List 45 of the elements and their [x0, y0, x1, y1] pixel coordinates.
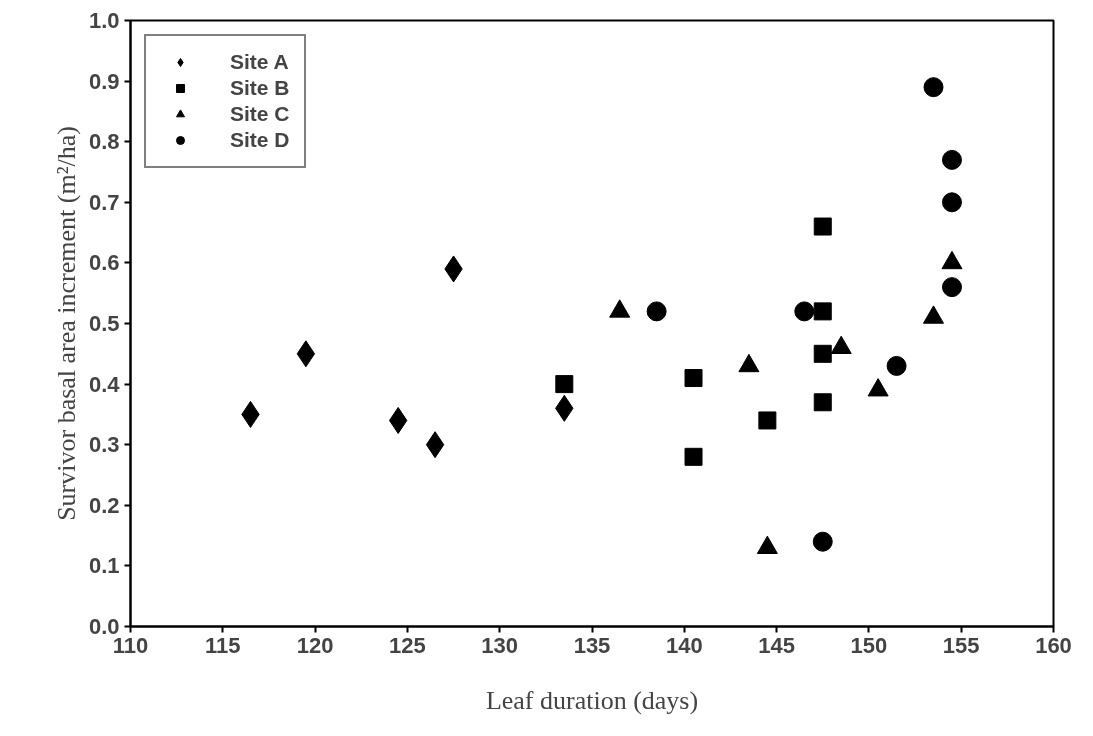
point: [813, 344, 832, 363]
y-tick-label: 0.3: [88, 432, 120, 458]
x-tick-label: 145: [758, 632, 795, 658]
x-tick-label: 135: [573, 632, 611, 658]
y-tick-label: 0.6: [88, 250, 120, 276]
point: [941, 277, 962, 298]
x-tick-label: 155: [942, 632, 980, 658]
x-tick-label: 125: [389, 632, 426, 658]
legend-label: Site C: [230, 102, 290, 126]
point: [425, 431, 445, 459]
point: [684, 447, 703, 466]
x-tick-label: 160: [1035, 632, 1072, 658]
y-tick-label: 0.1: [88, 553, 120, 579]
y-tick-label: 0.7: [88, 189, 120, 215]
y-tick-label: 0.8: [88, 129, 120, 155]
x-tick-label: 115: [205, 632, 241, 658]
point: [813, 393, 832, 412]
y-axis-title: Survivor basal area increment (m²/ha): [51, 126, 81, 521]
point: [886, 355, 907, 376]
point: [296, 340, 316, 368]
point: [758, 411, 777, 430]
y-tick-label: 0.2: [88, 492, 120, 518]
point: [646, 301, 667, 322]
x-tick-label: 140: [665, 632, 703, 658]
y-tick-label: 0.5: [88, 311, 120, 336]
point: [794, 301, 815, 322]
legend-label: Site B: [230, 76, 290, 100]
legend-label: Site A: [230, 50, 289, 74]
point: [923, 77, 944, 98]
point: [812, 531, 833, 552]
point: [813, 302, 832, 321]
x-axis-title: Leaf duration (days): [485, 685, 699, 715]
legend-label: Site D: [230, 128, 290, 152]
x-tick-label: 130: [481, 632, 519, 658]
text: 0.0: [88, 614, 120, 639]
point: [684, 369, 703, 388]
point: [941, 149, 962, 170]
y-tick-label: 0.4: [88, 371, 121, 397]
point: [555, 375, 574, 394]
x-tick-label: 120: [296, 632, 334, 658]
y-tick-label: 0.9: [88, 68, 120, 94]
point: [941, 192, 962, 213]
x-tick-label: 150: [850, 632, 888, 658]
point: [813, 217, 832, 236]
text: 1.0: [88, 8, 120, 33]
